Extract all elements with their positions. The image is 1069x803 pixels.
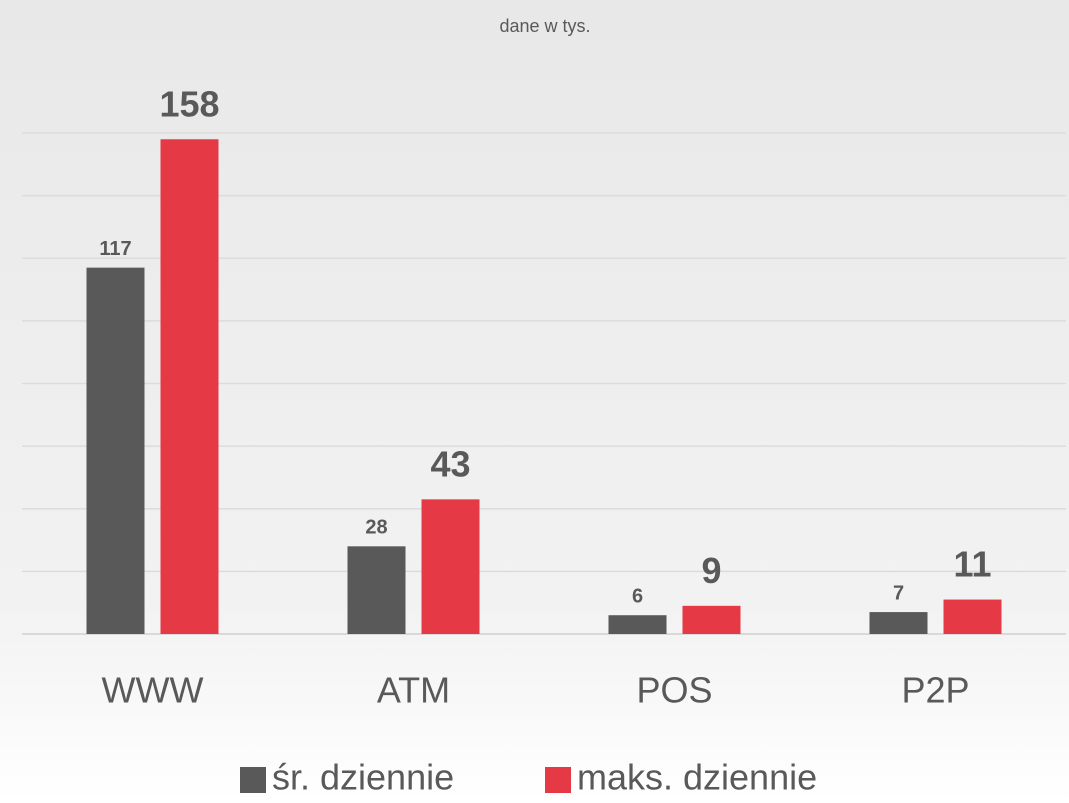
legend-swatch — [545, 767, 571, 793]
data-label: 9 — [701, 550, 721, 591]
legend-swatch — [240, 767, 266, 793]
bar — [682, 605, 741, 634]
x-tick-label: ATM — [377, 670, 450, 711]
bar — [421, 499, 480, 634]
bar — [86, 267, 145, 634]
data-label: 11 — [953, 544, 991, 585]
data-label: 6 — [632, 585, 643, 607]
chart-subtitle: dane w tys. — [499, 16, 590, 36]
x-tick-label: POS — [636, 670, 712, 711]
data-label: 28 — [365, 517, 387, 539]
x-tick-label: WWW — [102, 670, 204, 711]
legend-label: śr. dziennie — [272, 757, 454, 798]
bar — [869, 612, 928, 634]
bar — [943, 599, 1002, 634]
bar — [160, 139, 219, 634]
data-label: 117 — [99, 238, 131, 260]
legend-label: maks. dziennie — [577, 757, 817, 798]
data-label: 7 — [893, 582, 904, 604]
bar — [608, 615, 667, 634]
bar — [347, 546, 406, 634]
data-label: 43 — [430, 443, 470, 484]
x-tick-label: P2P — [901, 670, 969, 711]
data-label: 158 — [159, 83, 219, 124]
